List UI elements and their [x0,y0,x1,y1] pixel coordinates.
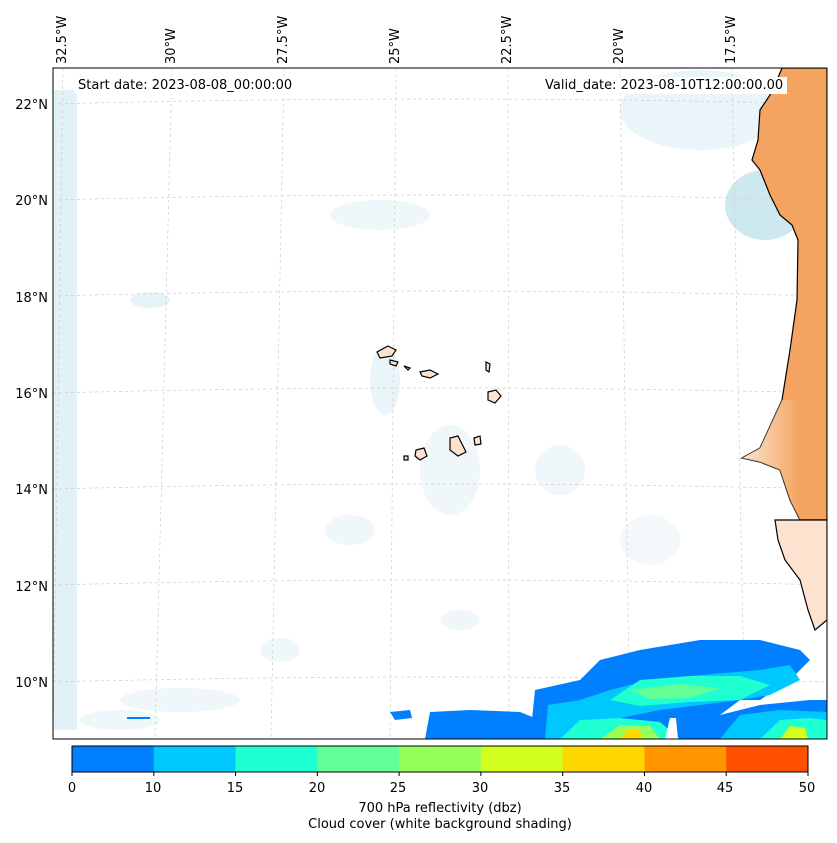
start-date-label: Start date: 2023-08-08_00:00:00 [74,77,297,94]
colorbar-tick: 20 [308,781,326,796]
colorbar-tick: 40 [635,781,653,796]
lon-label: 30°W [164,28,179,64]
colorbar-segment [726,746,809,772]
lat-label: 14°N [15,483,48,498]
colorbar-label-line1: 700 hPa reflectivity (dbz) [358,801,522,816]
colorbar-segment [562,746,645,772]
colorbar-segment [317,746,400,772]
colorbar-frame [71,745,809,773]
lon-label: 17.5°W [724,15,739,64]
colorbar-tick: 30 [471,781,489,796]
colorbar-tick: 0 [67,781,77,796]
colorbar-tick: 25 [389,781,407,796]
lon-label: 20°W [612,28,627,64]
colorbar-tick: 15 [226,781,244,796]
lat-label: 10°N [15,676,48,691]
lon-label: 32.5°W [55,15,70,64]
map-frame [52,67,828,740]
colorbar-segment [399,746,482,772]
colorbar-tick: 45 [716,781,734,796]
colorbar-tick: 35 [553,781,571,796]
lat-label: 18°N [15,291,48,306]
colorbar-segment [644,746,727,772]
colorbar-label-line2: Cloud cover (white background shading) [308,817,572,832]
colorbar-segment [153,746,237,772]
colorbar-segment [235,746,318,772]
valid-date-label: Valid_date: 2023-08-10T12:00:00.00 [541,77,788,94]
colorbar-title: 700 hPa reflectivity (dbz) Cloud cover (… [72,801,808,833]
reflectivity-field [127,640,827,739]
colorbar [71,745,809,776]
lat-label: 22°N [15,98,48,113]
lat-label: 16°N [15,387,48,402]
lon-label: 25°W [388,28,403,64]
lat-label: 20°N [15,194,48,209]
colorbar-segment [72,746,155,772]
cloud-cover-shading [53,70,805,730]
africa-land [740,68,827,632]
lat-label: 12°N [15,580,48,595]
colorbar-segment [480,746,564,772]
colorbar-tick: 10 [144,781,162,796]
cape-verde-islands [376,345,502,461]
lon-label: 27.5°W [276,15,291,64]
gridlines [53,68,827,739]
lon-label: 22.5°W [500,15,515,64]
colorbar-tick: 50 [798,781,816,796]
